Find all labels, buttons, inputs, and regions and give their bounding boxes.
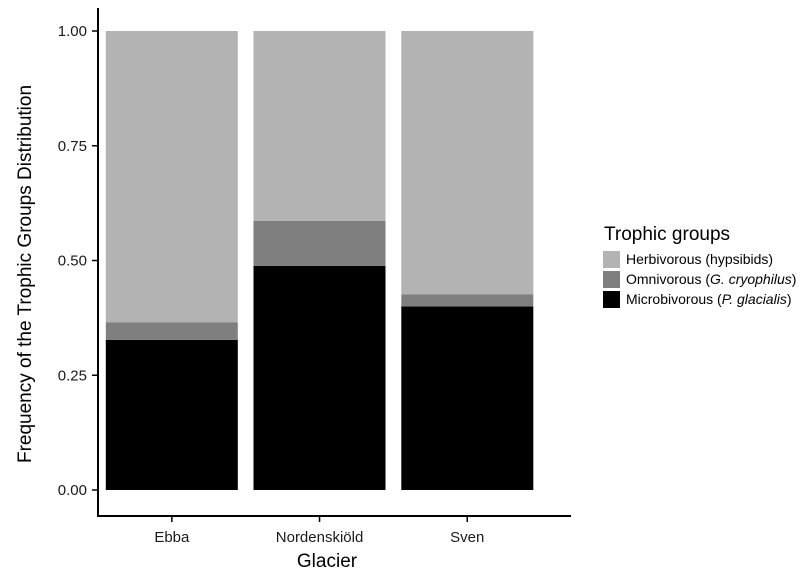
legend-swatch xyxy=(603,251,620,268)
x-tick-label-ebba: Ebba xyxy=(154,529,190,546)
legend-items: Herbivorous (hypsibids) Omnivorous (G. cr… xyxy=(603,251,796,308)
bar-ebba-herbivorous xyxy=(105,31,238,323)
y-tick-label: 0.75 xyxy=(58,138,87,155)
y-axis-title: Frequency of the Trophic Groups Distribu… xyxy=(15,85,36,463)
legend-label: Herbivorous (hypsibids) xyxy=(626,251,773,267)
x-axis-ticks: Ebba Nordenskiöld Sven xyxy=(154,516,484,546)
bar-sven-herbivorous xyxy=(401,31,534,295)
legend-label: Omnivorous (G. cryophilus) xyxy=(626,271,796,287)
legend-label: Microbivorous (P. glacialis) xyxy=(626,291,792,307)
y-tick-label: 0.50 xyxy=(58,253,87,270)
y-tick-label: 0.25 xyxy=(58,367,87,384)
y-tick-label: 1.00 xyxy=(58,23,87,40)
legend-title: Trophic groups xyxy=(604,224,730,245)
legend: Trophic groups Herbivorous (hypsibids) Om… xyxy=(603,224,796,308)
legend-item: Microbivorous (P. glacialis) xyxy=(603,291,792,308)
bar-sven-microbivorous xyxy=(401,306,534,490)
bar-nordenskiold-microbivorous xyxy=(253,266,386,490)
legend-item: Herbivorous (hypsibids) xyxy=(603,251,773,268)
legend-swatch xyxy=(603,291,620,308)
y-tick-label: 0.00 xyxy=(58,482,87,499)
bar-nordenskiold-omnivorous xyxy=(253,221,386,266)
bar-nordenskiold-herbivorous xyxy=(253,31,386,221)
x-axis-title: Glacier xyxy=(297,551,358,572)
bar-ebba-omnivorous xyxy=(105,322,238,340)
bar-ebba-microbivorous xyxy=(105,339,238,490)
bar-sven-omnivorous xyxy=(401,294,534,307)
axes-group xyxy=(97,8,571,517)
x-tick-label-sven: Sven xyxy=(450,529,484,546)
legend-item: Omnivorous (G. cryophilus) xyxy=(603,271,796,288)
x-tick-label-nordenskiold: Nordenskiöld xyxy=(276,529,364,546)
bars-group xyxy=(105,31,534,490)
y-axis-ticks: 0.00 0.25 0.50 0.75 1.00 xyxy=(58,23,98,499)
legend-swatch xyxy=(603,271,620,288)
